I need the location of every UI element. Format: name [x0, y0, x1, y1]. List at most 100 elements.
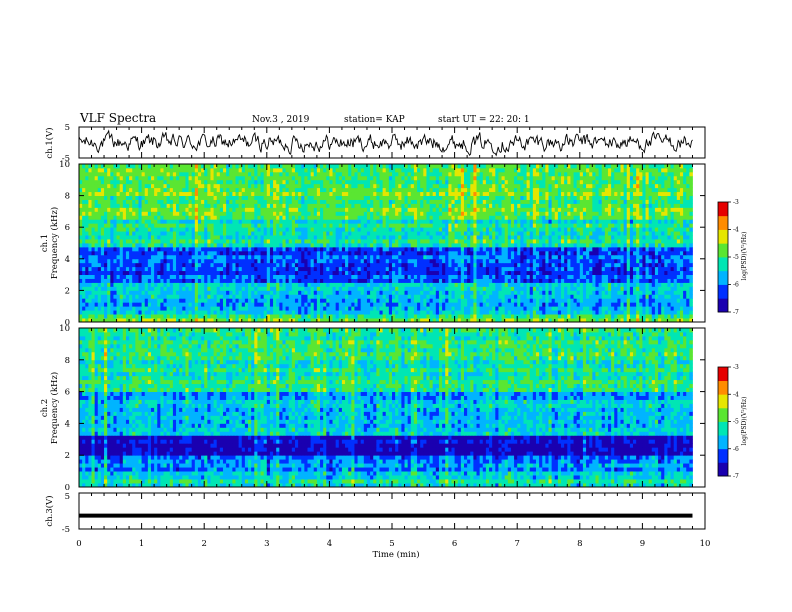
spectrogram-cell [401, 318, 405, 323]
spectrogram-cell [454, 262, 459, 268]
spectrogram-cell [645, 290, 650, 295]
spectrogram-cell [141, 223, 146, 228]
spectrogram-cell [523, 243, 527, 248]
spectrogram-cell [222, 318, 227, 323]
spectrogram-cell [404, 306, 409, 311]
spectrogram-cell [535, 239, 540, 244]
spectrogram-cell [561, 318, 565, 323]
spectrogram-cell [363, 298, 368, 303]
spectrogram-cell [304, 266, 308, 272]
spectrogram-cell [291, 262, 296, 268]
spectrogram-cell [260, 302, 265, 307]
spectrogram-cell [341, 286, 346, 291]
spectrogram-cell [614, 246, 618, 252]
spectrogram-cell [683, 270, 687, 275]
spectrogram-cell [238, 274, 243, 279]
spectrogram-cell [338, 250, 343, 256]
spectrogram-cell [683, 254, 687, 260]
spectrogram-cell [658, 270, 662, 275]
spectrogram-cell [592, 231, 596, 236]
spectrogram-cell [125, 286, 130, 291]
spectrogram-cell [232, 298, 236, 303]
spectrogram-cell [539, 270, 543, 275]
spectrogram-cell [579, 270, 584, 275]
spectrogram-cell [285, 290, 290, 295]
spectrogram-cell [144, 318, 149, 323]
spectrogram-cell [526, 274, 531, 279]
spectrogram-cell [507, 314, 512, 319]
spectrogram-cell [201, 235, 205, 240]
spectrogram-cell [523, 290, 527, 295]
spectrogram-cell [119, 235, 124, 240]
spectrogram-cell [169, 258, 174, 264]
spectrogram-cell [147, 290, 152, 295]
spectrogram-cell [473, 250, 477, 256]
spectrogram-cell [438, 239, 443, 244]
spectrogram-cell [119, 302, 124, 307]
spectrogram-cell [582, 246, 587, 252]
spectrogram-cell [676, 310, 681, 315]
spectrogram-cell [492, 246, 496, 252]
spectrogram-cell [651, 302, 656, 307]
spectrogram-cell [417, 231, 421, 236]
spectrogram-cell [129, 294, 133, 299]
spectrogram-cell [629, 262, 634, 268]
spectrogram-cell [207, 302, 211, 307]
spectrogram-cell [276, 219, 280, 224]
spectrogram-cell [276, 254, 280, 260]
spectrogram-cell [548, 314, 553, 319]
spectrogram-cell [332, 318, 337, 323]
spectrogram-cell [135, 239, 139, 244]
spectrogram-cell [360, 294, 365, 299]
spectrogram-cell [204, 294, 208, 299]
spectrogram-cell [257, 219, 261, 224]
spectrogram-cell [94, 239, 99, 244]
spectrogram-cell [185, 246, 189, 252]
spectrogram-cell [100, 302, 105, 307]
spectrogram-cell [523, 235, 527, 240]
spectrogram-cell [507, 298, 512, 303]
spectrogram-cell [470, 310, 474, 315]
spectrogram-cell [670, 243, 675, 248]
spectrogram-cell [379, 254, 384, 260]
spectrogram-cell [219, 235, 224, 240]
spectrogram-cell [561, 286, 565, 291]
spectrogram-cell [457, 290, 462, 295]
spectrogram-cell [435, 227, 440, 232]
spectrogram-cell [125, 258, 130, 264]
spectrogram-cell [460, 262, 465, 268]
spectrogram-cell [539, 227, 543, 232]
spectrogram-cell [251, 298, 255, 303]
spectrogram-cell [510, 262, 515, 268]
spectrogram-cell [407, 223, 412, 228]
spectrogram-cell [204, 258, 208, 264]
spectrogram-cell [623, 246, 628, 252]
spectrogram-cell [357, 298, 362, 303]
spectrogram-cell [561, 310, 565, 315]
spectrogram-cell [185, 223, 189, 228]
spectrogram-cell [320, 286, 324, 291]
spectrogram-cell [485, 306, 490, 311]
spectrogram-cell [442, 314, 446, 319]
spectrogram-cell [91, 274, 96, 279]
spectrogram-cell [260, 286, 265, 291]
spectrogram-cell [370, 290, 374, 295]
spectrogram-cell [138, 286, 142, 291]
spectrogram-cell [188, 223, 193, 228]
spectrogram-cell [160, 306, 164, 311]
spectrogram-cell [667, 318, 671, 323]
spectrogram-cell [689, 239, 693, 244]
spectrogram-cell [326, 239, 330, 244]
spectrogram-cell [188, 270, 193, 275]
spectrogram-cell [310, 254, 315, 260]
spectrogram-cell [294, 290, 299, 295]
spectrogram-cell [329, 258, 333, 264]
spectrogram-cell [320, 310, 324, 315]
spectrogram-cell [617, 239, 621, 244]
spectrogram-cell [463, 262, 468, 268]
spectrogram-cell [179, 227, 183, 232]
spectrogram-cell [392, 243, 396, 248]
spectrogram-cell [407, 258, 412, 264]
spectrogram-cell [407, 239, 412, 244]
spectrogram-cell [454, 282, 459, 287]
